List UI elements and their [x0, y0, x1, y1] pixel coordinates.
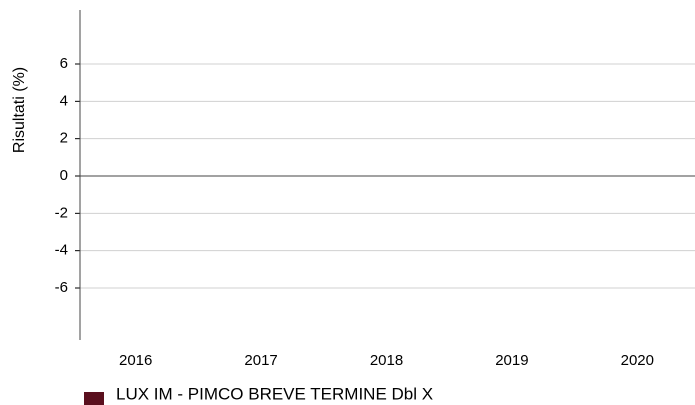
legend-swatch [84, 392, 104, 405]
y-tick-label: -2 [55, 204, 68, 221]
y-tick-label: 0 [60, 167, 68, 184]
x-tick-label: 2020 [621, 352, 654, 369]
y-tick-label: 2 [60, 130, 68, 147]
legend-label: LUX IM - PIMCO BREVE TERMINE Dbl X [116, 384, 433, 403]
x-tick-label: 2017 [244, 352, 277, 369]
y-tick-label: -6 [55, 279, 68, 296]
x-tick-label: 2016 [119, 352, 152, 369]
y-axis-label: Risultati (%) [11, 67, 28, 153]
x-tick-label: 2019 [495, 352, 528, 369]
y-tick-label: 4 [60, 92, 68, 109]
y-tick-label: 6 [60, 55, 68, 72]
x-tick-label: 2018 [370, 352, 403, 369]
y-tick-label: -4 [55, 242, 68, 259]
